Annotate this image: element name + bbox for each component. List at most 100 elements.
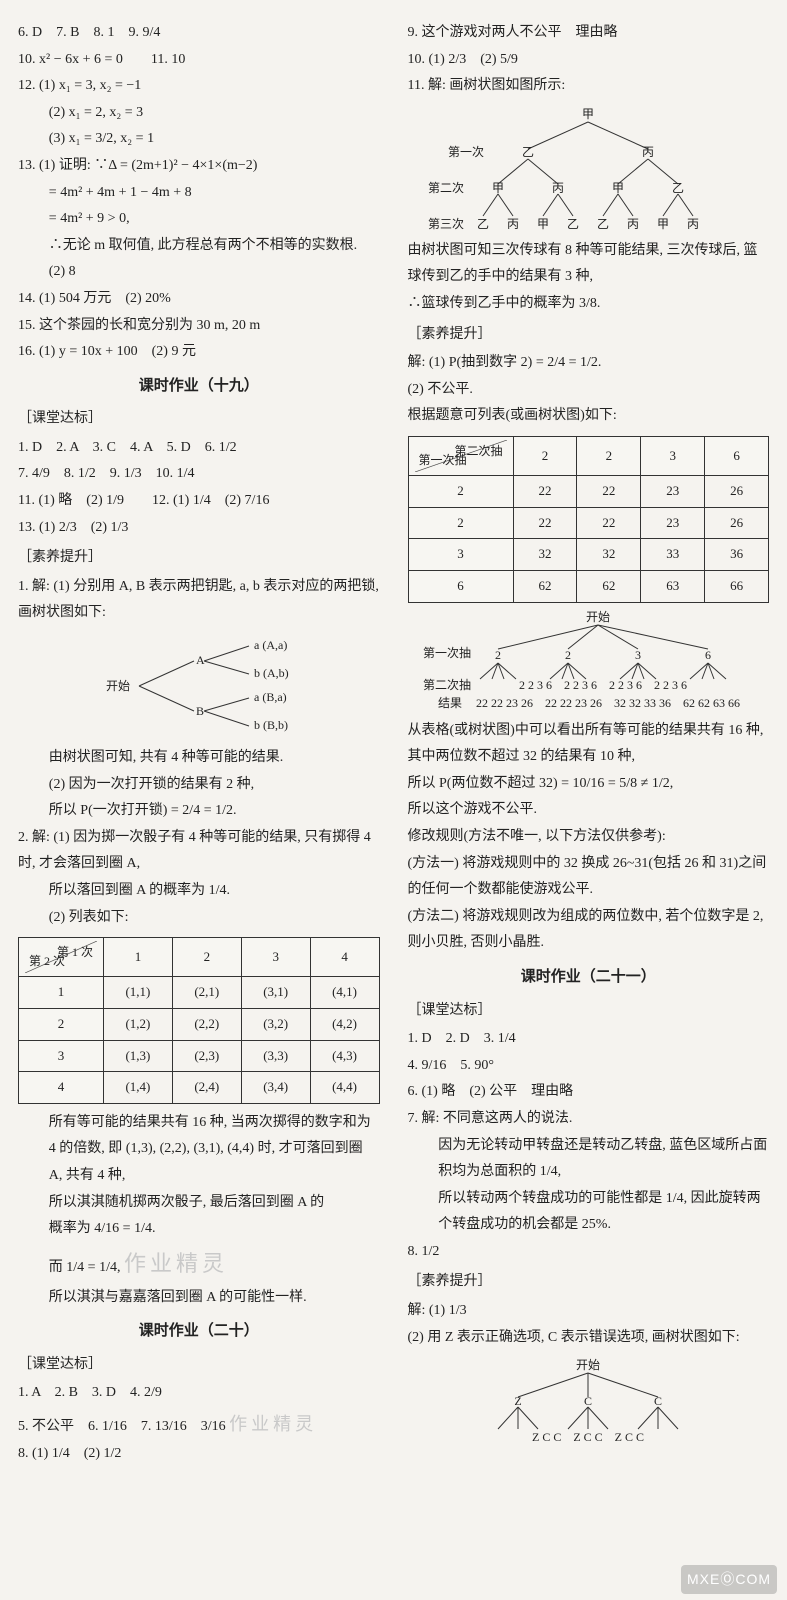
svg-text:丙: 丙 [552,181,564,195]
svg-text:Z: Z [515,1394,522,1408]
text: 15. 这个茶园的长和宽分别为 30 m, 20 m [18,313,380,340]
text: 概率为 4/16 = 1/4. [18,1216,380,1243]
tree-diagram-pass: 甲 第一次 乙丙 第二次 甲丙 甲乙 第三次 乙丙 甲乙 乙丙 甲丙 [418,104,758,234]
svg-text:6: 6 [705,648,711,662]
svg-text:丙: 丙 [687,217,699,231]
text: 1. A 2. B 3. D 4. 2/9 [18,1380,380,1407]
text: 1. D 2. D 3. 1/4 [408,1026,770,1053]
draw-table: 第二次抽第一次抽 2236 222222326 222222326 332323… [408,436,770,603]
svg-text:甲: 甲 [537,217,549,231]
text: 因为无论转动甲转盘还是转动乙转盘, 蓝色区域所占面积均为总面积的 1/4, [408,1133,770,1186]
text: 所以这个游戏不公平. [408,797,770,824]
text: 7. 4/9 8. 1/2 9. 1/3 10. 1/4 [18,461,380,488]
text: 所有等可能的结果共有 16 种, 当两次掷得的数字和为 4 的倍数, 即 (1,… [18,1110,380,1190]
svg-text:甲: 甲 [492,181,504,195]
svg-text:开始: 开始 [106,679,130,693]
section-label: ［素养提升］ [408,1269,770,1296]
text: = 4m² + 9 > 0, [18,206,380,233]
text: (2) x₁ = 2, x₂ = 3 [18,100,380,127]
svg-text:2: 2 [565,648,571,662]
text: 而 1/4 = 1/4, 作业精灵 [18,1243,380,1285]
tree-diagram-draw: 开始 第一次抽 22 36 第二次抽 2 2 3 6 2 2 3 6 2 2 3… [408,609,768,714]
section-label: ［素养提升］ [18,545,380,572]
svg-text:第一次抽: 第一次抽 [423,646,471,660]
section-label: ［课堂达标］ [18,406,380,433]
tree-diagram-keys: 开始 A B a (A,a) b (A,b) a (B,a) b (B,b) [84,631,314,741]
svg-text:2 2 3 6 2 2 3 6 2 2 3 6 2 2 3: 2 2 3 6 2 2 3 6 2 2 3 6 2 2 3 6 [519,678,687,692]
text: 所以 P(一次打开锁) = 2/4 = 1/2. [18,798,380,825]
svg-text:甲: 甲 [657,217,669,231]
svg-text:3: 3 [635,648,641,662]
svg-text:乙: 乙 [522,145,534,159]
text: 所以转动两个转盘成功的可能性都是 1/4, 因此旋转两个转盘成功的机会都是 25… [408,1186,770,1239]
watermark: 作业精灵 [124,1243,228,1285]
text: 4. 9/16 5. 90° [408,1053,770,1080]
text: ∴篮球传到乙手中的概率为 3/8. [408,291,770,318]
svg-text:开始: 开始 [586,610,610,624]
section-label: ［课堂达标］ [18,1352,380,1379]
corner-watermark: MXEⓄCOM [681,1565,777,1594]
watermark: 作业精灵 [229,1407,317,1441]
text: ∴无论 m 取何值, 此方程总有两个不相等的实数根. [18,233,380,260]
text: 根据题意可列表(或画树状图)如下: [408,403,770,430]
svg-text:2: 2 [495,648,501,662]
text: 1. D 2. A 3. C 4. A 5. D 6. 1/2 [18,435,380,462]
section-label: ［课堂达标］ [408,998,770,1025]
text: 从表格(或树状图)中可以看出所有等可能的结果共有 16 种, 其中两位数不超过 … [408,718,770,771]
text: = 4m² + 4m + 1 − 4m + 8 [18,180,380,207]
svg-text:C: C [584,1394,592,1408]
svg-text:开始: 开始 [576,1358,600,1372]
text: 13. (1) 证明: ∵Δ = (2m+1)² − 4×1×(m−2) [18,153,380,180]
text: 16. (1) y = 10x + 100 (2) 9 元 [18,339,380,366]
text: 8. (1) 1/4 (2) 1/2 [18,1441,380,1468]
svg-text:A: A [196,653,205,667]
heading-hw20: 课时作业（二十） [18,1317,380,1346]
text: (2) 不公平. [408,377,770,404]
tree-diagram-zc: 开始 Z C C Z C C Z C C Z C C [448,1355,728,1445]
text: 所以淇淇与嘉嘉落回到圈 A 的可能性一样. [18,1285,380,1312]
svg-text:乙: 乙 [672,181,684,195]
text: (2) 因为一次打开锁的结果有 2 种, [18,772,380,799]
text: 9. 这个游戏对两人不公平 理由略 [408,20,770,47]
heading-hw19: 课时作业（十九） [18,372,380,401]
text: 由树状图可知, 共有 4 种等可能的结果. [18,745,380,772]
text: 所以落回到圈 A 的概率为 1/4. [18,878,380,905]
text: (方法一) 将游戏规则中的 32 换成 26~31(包括 26 和 31)之间的… [408,851,770,904]
text: (3) x₁ = 3/2, x₂ = 1 [18,126,380,153]
text: 2. 解: (1) 因为掷一次骰子有 4 种等可能的结果, 只有掷得 4 时, … [18,825,380,878]
svg-text:乙: 乙 [477,217,489,231]
text: 8. 1/2 [408,1239,770,1266]
svg-text:甲: 甲 [612,181,624,195]
section-label: ［素养提升］ [408,322,770,349]
text: 修改规则(方法不唯一, 以下方法仅供参考): [408,824,770,851]
svg-text:B: B [196,704,204,718]
svg-text:甲: 甲 [582,107,594,121]
text: 解: (1) P(抽到数字 2) = 2/4 = 1/2. [408,350,770,377]
text: 所以 P(两位数不超过 32) = 10/16 = 5/8 ≠ 1/2, [408,771,770,798]
text: 13. (1) 2/3 (2) 1/3 [18,515,380,542]
svg-text:结果: 结果 [438,696,462,710]
text: 14. (1) 504 万元 (2) 20% [18,286,380,313]
svg-text:C: C [654,1394,662,1408]
text: 11. (1) 略 (2) 1/9 12. (1) 1/4 (2) 7/16 [18,488,380,515]
svg-text:丙: 丙 [642,145,654,159]
text: 12. (1) x₁ = 3, x₂ = −1 [18,73,380,100]
svg-text:b (A,b): b (A,b) [254,666,289,680]
text: 6. (1) 略 (2) 公平 理由略 [408,1079,770,1106]
svg-text:Z C C Z C C Z C C: Z C C Z C C Z C C [532,1430,644,1444]
right-column: 9. 这个游戏对两人不公平 理由略 10. (1) 2/3 (2) 5/9 11… [408,20,770,1468]
text: 10. (1) 2/3 (2) 5/9 [408,47,770,74]
text: 7. 解: 不同意这两人的说法. [408,1106,770,1133]
svg-text:a (B,a): a (B,a) [254,690,287,704]
text: 解: (1) 1/3 [408,1298,770,1325]
text: 10. x² − 6x + 6 = 0 11. 10 [18,47,380,74]
svg-text:第二次: 第二次 [428,181,464,195]
text: (方法二) 将游戏规则改为组成的两位数中, 若个位数字是 2, 则小贝胜, 否则… [408,904,770,957]
text: 5. 不公平 6. 1/16 7. 13/16 3/16 作业精灵 [18,1407,380,1441]
text: (2) 8 [18,259,380,286]
svg-text:丙: 丙 [627,217,639,231]
svg-text:22 22 23 26 22 22 23 26 32 32: 22 22 23 26 22 22 23 26 32 32 33 36 62 6… [476,696,740,710]
svg-text:b (B,b): b (B,b) [254,718,288,732]
text: 由树状图可知三次传球有 8 种等可能结果, 三次传球后, 篮球传到乙的手中的结果… [408,238,770,291]
svg-text:乙: 乙 [567,217,579,231]
